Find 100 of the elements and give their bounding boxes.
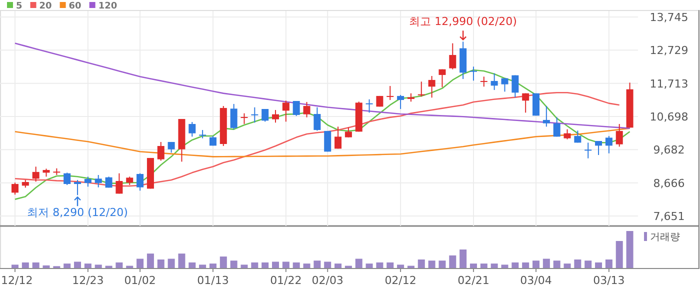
bar [542,258,550,268]
bar [64,264,71,268]
candlestick [553,116,560,138]
x-tick-label: 02/03 [312,274,344,287]
x-tick-label: 02/12 [384,274,416,287]
candlestick [595,140,602,156]
bar [230,260,238,268]
bar [428,260,436,268]
bar [22,262,29,268]
legend-label: 거래량 [650,232,680,243]
x-tick-label: 12/23 [72,274,104,287]
bar [262,262,269,268]
candlestick [251,106,258,124]
candlestick [449,42,456,70]
y-tick-label: 13,745 [650,11,688,24]
candlestick [334,126,342,150]
candlestick [418,81,425,98]
candlestick [344,126,352,138]
bar [480,264,488,268]
candlestick [522,92,530,114]
candlestick [386,85,394,100]
candlestick [157,141,164,162]
annotation: 최고 12,990 (02/20) [409,15,517,28]
candlestick [428,75,436,98]
bar [616,240,623,268]
bar [303,264,310,268]
x-tick-label: 03/13 [593,274,625,287]
bar [136,258,144,268]
x-tick-label: 01/13 [197,274,229,287]
bar [397,264,404,268]
candlestick [616,123,623,148]
bar [188,262,196,268]
candlestick [199,129,206,139]
candlestick [366,98,373,114]
bar [168,258,175,268]
bar [512,262,519,268]
y-tick-label: 9,682 [653,144,685,157]
bar [584,260,592,268]
bar [178,254,186,268]
bar [84,264,92,268]
bar [355,258,362,268]
bar [209,264,216,268]
bar [574,259,582,268]
bar [376,262,384,268]
candlestick [314,106,321,132]
bar [116,262,123,268]
y-tick-label: 10,698 [650,110,688,124]
bar [626,231,634,268]
candlestick [480,76,488,88]
candlestick [292,100,300,116]
legend-label: 60 [68,2,82,12]
candlestick [490,72,498,90]
candlestick [303,101,310,118]
bar [418,259,425,268]
bar [94,264,102,268]
candlestick [32,166,40,182]
bar [314,260,321,268]
bar [386,262,394,268]
candlestick [605,135,612,154]
bar [334,264,342,268]
bar [532,260,540,268]
x-tick-label: 01/22 [270,274,302,287]
candlestick [12,182,18,196]
candlestick [470,66,477,82]
legend-label: 120 [98,2,118,12]
candlestick [230,103,238,130]
bar [146,254,154,268]
candlestick [272,109,279,124]
candlestick [397,94,404,110]
bar [272,262,279,268]
candlestick [64,172,71,186]
y-tick-label: 12,729 [650,44,688,58]
bar [470,264,477,268]
candlestick [282,100,290,122]
bar [522,262,530,268]
x-tick-label: 03/04 [520,274,552,287]
candlestick [512,74,519,98]
candlestick [574,130,582,144]
candlestick [542,105,550,128]
bar [74,262,82,268]
bar [595,262,602,268]
candlestick [564,128,571,140]
legend-label: 20 [39,2,52,12]
bar [42,265,50,268]
candlestick [84,176,92,188]
line-series [14,69,630,200]
bar [553,260,560,268]
candlestick [188,121,196,138]
candlestick [262,108,269,122]
bar [12,264,18,268]
bar [32,262,40,268]
bar [292,262,300,268]
bar [449,255,456,268]
annotation: 최저 8,290 (12/20) [27,206,128,219]
bar [157,259,164,268]
candlestick [136,172,144,192]
bar [240,264,248,268]
bar [564,264,571,268]
bar [460,250,467,268]
bar [220,256,227,268]
